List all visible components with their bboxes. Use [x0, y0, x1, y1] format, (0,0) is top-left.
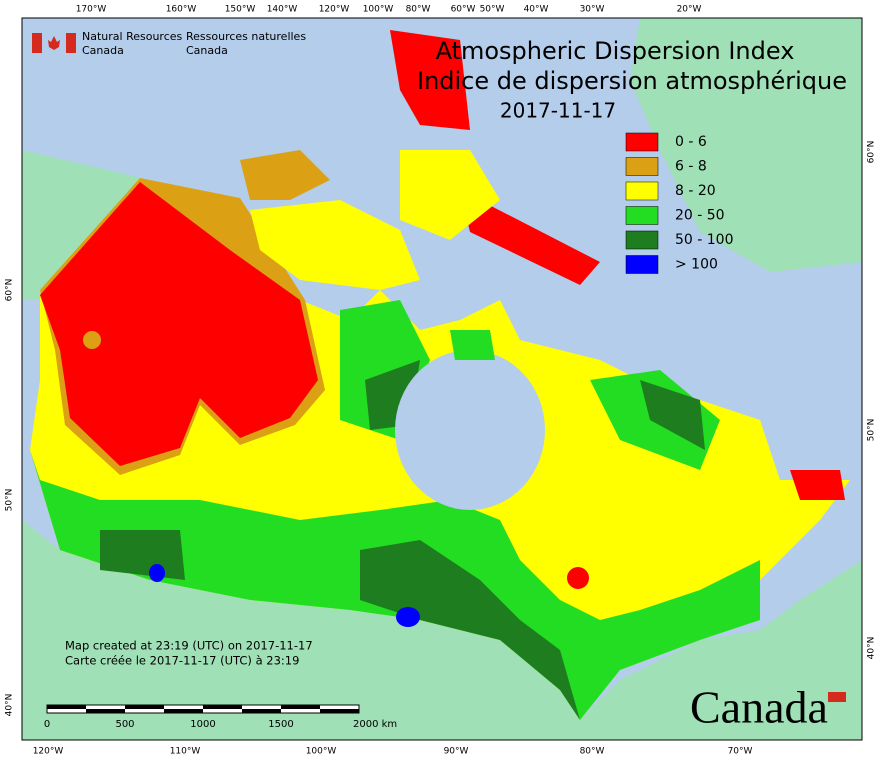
- legend-label: 8 - 20: [675, 183, 716, 199]
- scale-label: 2000 km: [353, 719, 397, 730]
- legend-label: 50 - 100: [675, 232, 734, 248]
- graticule-label: 30°W: [580, 5, 605, 15]
- legend-label: 6 - 8: [675, 159, 707, 175]
- region-blue: [149, 564, 165, 582]
- graticule-label: 140°W: [267, 5, 298, 15]
- legend-label: 0 - 6: [675, 134, 707, 150]
- region-yellow: [250, 200, 420, 290]
- graticule-label: 100°W: [363, 5, 394, 15]
- legend-swatch: [625, 181, 659, 201]
- map-title: Indice de dispersion atmosphérique: [417, 67, 847, 95]
- legend-swatch: [625, 206, 659, 225]
- graticule-label: 160°W: [166, 5, 197, 15]
- map-title: 2017-11-17: [500, 99, 616, 123]
- region-darkgreen: [640, 380, 705, 450]
- scale-label: 1000: [190, 719, 215, 730]
- region-red: [790, 470, 845, 500]
- usa: [22, 520, 862, 740]
- map-note: Map created at 23:19 (UTC) on 2017-11-17: [65, 639, 313, 653]
- frame: [21, 17, 863, 741]
- alaska: [22, 150, 150, 300]
- wordmark-flag: [828, 692, 846, 702]
- graticule-label: 80°W: [406, 5, 431, 15]
- graticule-label: 20°W: [677, 5, 702, 15]
- region-red: [460, 190, 600, 285]
- scale-bar: 0 500 1000 1500 2000 km: [44, 704, 397, 730]
- graticule-label: 170°W: [76, 5, 107, 15]
- graticule-label: 40°N: [867, 637, 877, 660]
- scale-segment: [281, 705, 320, 709]
- scale-segment: [164, 709, 203, 713]
- legend-label: > 100: [675, 257, 718, 273]
- graticule-label: 50°W: [480, 5, 505, 15]
- hotspot: [83, 331, 101, 349]
- graticule-label: 60°W: [451, 5, 476, 15]
- graticule-label: 40°W: [524, 5, 549, 15]
- graticule-label: 120°W: [319, 5, 350, 15]
- legend-swatch: [625, 255, 659, 274]
- org-name-fr: Ressources naturelles: [186, 30, 306, 43]
- wordmark: Canada: [690, 682, 828, 733]
- scale-segment: [242, 709, 281, 713]
- scale-segment: [86, 709, 125, 713]
- scale-label: 0: [44, 719, 50, 730]
- graticule-label: 120°W: [33, 747, 64, 757]
- org-name-fr: Canada: [186, 44, 228, 57]
- region-darkgreen: [360, 540, 580, 720]
- region-red: [40, 182, 318, 466]
- graticule-label: 50°N: [5, 489, 15, 512]
- org-name-en: Natural Resources: [82, 30, 183, 43]
- legend-label: 20 - 50: [675, 208, 725, 224]
- region-darkgreen: [100, 530, 185, 580]
- graticule-label: 60°N: [867, 141, 877, 164]
- scale-segment: [320, 709, 359, 713]
- graticule-label: 60°N: [5, 279, 15, 302]
- graticule-label: 50°N: [867, 419, 877, 442]
- hudson-bay: [395, 350, 545, 510]
- region-yellow: [400, 150, 500, 240]
- region-red: [390, 30, 470, 130]
- legend-swatch: [625, 157, 659, 176]
- graticule-label: 150°W: [225, 5, 256, 15]
- scale-label: 1500: [268, 719, 293, 730]
- legend-swatch: [625, 132, 659, 152]
- region-orange: [240, 150, 330, 200]
- scale-segment: [203, 705, 242, 709]
- hotspot: [567, 567, 589, 589]
- org-name-en: Canada: [82, 44, 124, 57]
- region-blue: [396, 607, 420, 627]
- graticule-label: 110°W: [170, 747, 201, 757]
- legend-swatch: [625, 230, 659, 250]
- graticule-label: 100°W: [306, 747, 337, 757]
- greenland: [630, 18, 862, 272]
- flag: [32, 33, 76, 53]
- map-note: Carte créée le 2017-11-17 (UTC) à 23:19: [65, 654, 299, 668]
- graticule-label: 40°N: [5, 694, 15, 717]
- region-green: [450, 330, 495, 360]
- graticule-label: 90°W: [444, 747, 469, 757]
- scale-segment: [47, 705, 86, 709]
- map-title: Atmospheric Dispersion Index: [436, 37, 795, 65]
- scale-segment: [125, 705, 164, 709]
- graticule-label: 70°W: [728, 747, 753, 757]
- scale-label: 500: [115, 719, 134, 730]
- graticule-label: 80°W: [580, 747, 605, 757]
